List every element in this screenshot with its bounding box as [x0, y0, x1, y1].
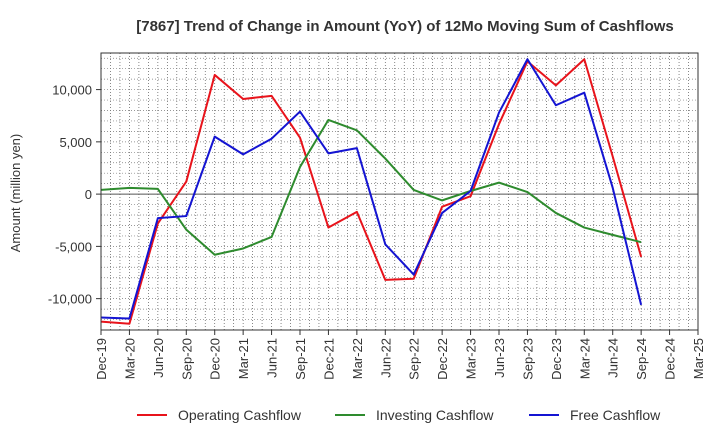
y-tick-label: 10,000 — [52, 83, 92, 98]
x-tick-label: Jun-21 — [265, 338, 280, 378]
x-tick-label: Dec-19 — [94, 338, 109, 380]
x-tick-label: Mar-24 — [577, 338, 592, 379]
y-tick-label: 0 — [85, 187, 92, 202]
legend: Operating Cashflow Investing Cashflow Free… — [137, 407, 661, 423]
y-tick-label: 5,000 — [59, 135, 92, 150]
x-tick-label: Sep-21 — [293, 338, 308, 380]
x-tick-label: Jun-24 — [606, 338, 621, 378]
x-tick-label: Dec-21 — [321, 338, 336, 380]
y-axis-title: Amount (million yen) — [8, 134, 23, 253]
x-tick-label: Dec-24 — [663, 338, 678, 380]
x-tick-label: Sep-23 — [520, 338, 535, 380]
series-line-operating-cashflow — [100, 58, 643, 325]
y-tick-labels: 10,000 5,000 0 -5,000 -10,000 — [48, 83, 101, 307]
x-tick-label: Jun-22 — [378, 338, 393, 378]
x-tick-label: Sep-22 — [407, 338, 422, 380]
x-tick-label: Mar-21 — [236, 338, 251, 379]
x-tick-label: Mar-22 — [350, 338, 365, 379]
x-tick-label: Dec-23 — [549, 338, 564, 380]
grid — [101, 53, 698, 331]
x-tick-label: Mar-20 — [122, 338, 137, 379]
series-line-investing-cashflow — [100, 118, 642, 256]
chart-title: [7867] Trend of Change in Amount (YoY) o… — [136, 18, 674, 35]
legend-label: Operating Cashflow — [178, 407, 302, 423]
x-tick-label: Mar-23 — [464, 338, 479, 379]
series-line-free-cashflow — [100, 58, 643, 320]
legend-label: Free Cashflow — [570, 407, 661, 423]
y-tick-label: -10,000 — [48, 292, 92, 307]
series-lines — [100, 58, 643, 325]
x-tick-label: Jun-23 — [492, 338, 507, 378]
legend-label: Investing Cashflow — [376, 407, 494, 423]
plot-frame — [100, 52, 699, 331]
x-tick-label: Sep-24 — [634, 338, 649, 380]
y-tick-label: -5,000 — [55, 239, 92, 254]
x-tick-label: Sep-20 — [179, 338, 194, 380]
x-tick-label: Jun-20 — [151, 338, 166, 378]
x-tick-label: Mar-25 — [691, 338, 706, 379]
x-tick-label: Dec-20 — [208, 338, 223, 380]
x-tick-labels: Dec-19 Mar-20 Jun-20 Sep-20 Dec-20 Mar-21 Jun-… — [94, 330, 706, 380]
x-tick-label: Dec-22 — [435, 338, 450, 380]
